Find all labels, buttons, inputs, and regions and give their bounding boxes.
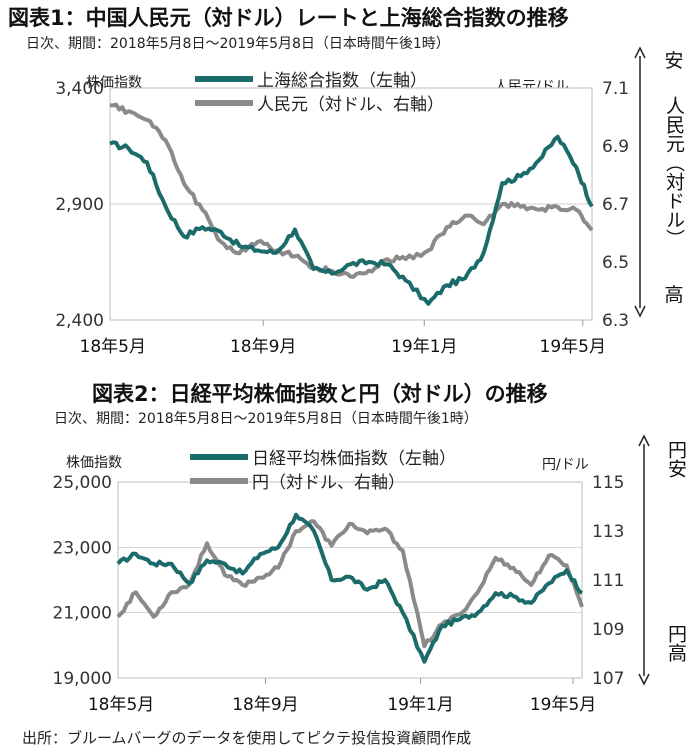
chart1-right-tick-label: 6.3 bbox=[602, 311, 629, 331]
chart1-left-tick-label: 3,400 bbox=[55, 79, 104, 99]
chart1-left-tick-label: 2,900 bbox=[55, 195, 104, 215]
chart2-right-tick-label: 109 bbox=[592, 620, 624, 640]
chart1-side-middle-text: 人民元（対ドル） bbox=[663, 96, 685, 248]
chart2-left-tick-label: 23,000 bbox=[53, 538, 112, 558]
chart1-x-tick-label: 19年1月 bbox=[391, 337, 457, 357]
chart2-title: 図表2：日経平均株価指数と円（対ドル）の推移 bbox=[92, 382, 548, 406]
chart2-arrow-head-down bbox=[638, 673, 650, 686]
chart1-subtitle: 日次、期間：2018年5月8日～2019年5月8日（日本時間午後1時） bbox=[26, 36, 450, 52]
chart1-legend-label-1: 上海総合指数（左軸） bbox=[257, 71, 427, 91]
chart1-right-tick-label: 7.1 bbox=[602, 79, 629, 99]
chart1-plot: 3,400 2,900 2,400 7.1 6.9 6.7 6.5 6.3 18年5月 18年9月… bbox=[55, 46, 646, 357]
chart2-right-axis-label: 円/ドル bbox=[542, 457, 589, 473]
chart2-right-tick-label: 113 bbox=[592, 522, 624, 542]
chart1-x-tick-label: 18年5月 bbox=[80, 337, 146, 357]
chart1-arrow-head-down bbox=[634, 305, 646, 318]
chart2-x-tick-label: 19年1月 bbox=[387, 695, 453, 715]
chart2-legend-label-1: 日経平均株価指数（左軸） bbox=[252, 449, 456, 469]
chart2-frame bbox=[117, 481, 583, 679]
chart2-x-tick-label: 18年5月 bbox=[88, 695, 154, 715]
chart2-side-top: 円安 bbox=[664, 440, 688, 483]
chart2-series-line-2 bbox=[116, 519, 584, 649]
chart2-legend-label-2: 円（対ドル、右軸） bbox=[252, 473, 405, 493]
chart2-subtitle: 日次、期間：2018年5月8日～2019年5月8日（日本時間午後1時） bbox=[54, 411, 478, 427]
chart1-x-tick-label: 18年9月 bbox=[230, 337, 296, 357]
chart1-title: 図表1：中国人民元（対ドル）レートと上海総合指数の推移 bbox=[8, 6, 569, 30]
chart2-series-line-1 bbox=[116, 512, 584, 664]
chart1-right-tick-label: 6.7 bbox=[602, 195, 629, 215]
chart2-left-axis-label: 株価指数 bbox=[66, 455, 122, 471]
chart1-left-tick-label: 2,400 bbox=[55, 311, 104, 331]
chart1-x-tick-label: 19年5月 bbox=[540, 337, 606, 357]
chart2-arrow-head-up bbox=[638, 434, 650, 447]
chart1-side-middle: 人民元（対ドル） bbox=[662, 96, 686, 253]
chart2-left-tick-label: 25,000 bbox=[53, 473, 112, 493]
chart1-legend-label-2: 人民元（対ドル、右軸） bbox=[257, 95, 444, 115]
chart1-side-bottom: 高 bbox=[664, 284, 684, 306]
chart2-left-tick-label: 21,000 bbox=[53, 604, 112, 624]
chart2-left-tick-label: 19,000 bbox=[53, 669, 112, 689]
source-note: 出所：ブルームバーグのデータを使用してピクテ投信投資顧問作成 bbox=[22, 729, 472, 747]
chart2-right-tick-label: 115 bbox=[592, 473, 624, 493]
chart2-x-tick-label: 19年5月 bbox=[530, 695, 596, 715]
chart2-x-tick-label: 18年9月 bbox=[232, 695, 298, 715]
chart1-right-tick-label: 6.5 bbox=[602, 253, 629, 273]
chart2-side-bottom: 円高 bbox=[664, 624, 688, 667]
chart2-side-bottom-text: 円高 bbox=[665, 624, 687, 662]
chart2-side-top-text: 円安 bbox=[665, 440, 687, 478]
chart1-side-top: 安 bbox=[664, 50, 684, 72]
chart2-right-tick-label: 111 bbox=[592, 571, 624, 591]
chart1-series-line-2 bbox=[110, 102, 594, 279]
chart1-right-tick-label: 6.9 bbox=[602, 137, 629, 157]
chart1-series-line-1 bbox=[109, 134, 594, 306]
chart2-right-tick-label: 107 bbox=[592, 669, 624, 689]
chart1-arrow-head-up bbox=[634, 46, 646, 59]
chart1-left-axis-label: 株価指数 bbox=[86, 75, 142, 91]
